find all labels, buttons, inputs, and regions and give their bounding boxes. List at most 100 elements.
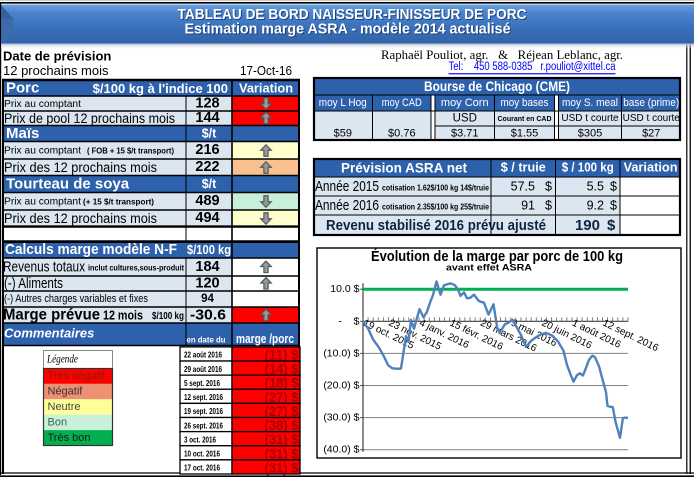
svg-text:avant effet ASRA: avant effet ASRA [446, 263, 532, 274]
svg-text:Tourteau de soya: Tourteau de soya [6, 176, 130, 193]
svg-text:(-) Autres charges variables e: (-) Autres charges variables et fixes [4, 293, 148, 305]
svg-text:$305: $305 [578, 128, 602, 140]
svg-text:(31) $: (31) $ [265, 431, 299, 447]
svg-text:Calculs marge modèle N-F: Calculs marge modèle N-F [5, 241, 177, 258]
svg-text:Prix des 12 prochains mois: Prix des 12 prochains mois [4, 211, 157, 226]
svg-text:Bon: Bon [48, 416, 68, 428]
svg-text:5.5: 5.5 [587, 180, 604, 194]
svg-text:Raphaël Pouliot, agr. & Ré: Raphaël Pouliot, agr. & Réjean Leblanc, … [381, 47, 623, 62]
svg-text:(30.0) $: (30.0) $ [323, 412, 359, 424]
svg-text:(18) $: (18) $ [265, 375, 299, 391]
svg-text:(40.0) $: (40.0) $ [323, 444, 359, 456]
svg-text:$: $ [610, 199, 617, 213]
svg-text:12 prochains mois: 12 prochains mois [3, 63, 109, 78]
svg-text:Prix au comptant: Prix au comptant [4, 98, 81, 110]
svg-text:Courant en CAD: Courant en CAD [498, 114, 553, 123]
svg-text:USD t courte: USD t courte [561, 113, 619, 124]
svg-text:9.2: 9.2 [587, 199, 604, 213]
svg-text:( FOB + 15 $/t transport): ( FOB + 15 $/t transport) [87, 147, 174, 156]
svg-text:Très bon: Très bon [48, 432, 91, 444]
svg-text:$/t: $/t [202, 127, 217, 141]
svg-text:Bourse de Chicago (CME): Bourse de Chicago (CME) [424, 78, 570, 94]
svg-text:489: 489 [195, 193, 219, 209]
svg-text:(-) Aliments: (-) Aliments [4, 275, 63, 292]
svg-text:5 sept. 2016: 5 sept. 2016 [184, 379, 220, 388]
svg-text:Porc: Porc [6, 80, 39, 97]
svg-text:(27) $: (27) $ [265, 403, 299, 419]
svg-text:91: 91 [521, 199, 535, 213]
svg-text:USD: USD [453, 113, 477, 125]
svg-text:Négatif: Négatif [48, 386, 84, 398]
svg-text:-30.6: -30.6 [190, 307, 226, 324]
svg-text:(38) $: (38) $ [265, 417, 299, 433]
svg-text:$59: $59 [334, 128, 352, 140]
svg-text:94: 94 [201, 293, 214, 305]
svg-text:moy Corn: moy Corn [441, 97, 489, 109]
svg-text:base (prime): base (prime) [623, 97, 679, 109]
svg-text:Prévision ASRA net: Prévision ASRA net [341, 160, 467, 176]
svg-text:216: 216 [195, 142, 219, 158]
svg-text:$/100 kg à l'indice 100: $/100 kg à l'indice 100 [93, 81, 228, 96]
svg-text:$ / truie: $ / truie [501, 161, 546, 175]
svg-text:Légende: Légende [46, 354, 78, 366]
svg-text:$/t: $/t [202, 177, 217, 191]
svg-text:Prix de pool 12 prochains mois: Prix de pool 12 prochains mois [4, 111, 175, 126]
svg-text:moy L Hog: moy L Hog [319, 97, 367, 109]
svg-text:inclut cultures,sous-produit: inclut cultures,sous-produit [88, 264, 184, 273]
svg-text:Estimation marge ASRA - modèle: Estimation marge ASRA - modèle 2014 actu… [185, 22, 511, 38]
svg-text:marge /porc: marge /porc [236, 332, 294, 346]
svg-text:$/100 kg: $/100 kg [187, 243, 231, 257]
svg-text:(+ 15 $/t transport): (+ 15 $/t transport) [83, 198, 154, 207]
svg-text:(31) $: (31) $ [265, 445, 299, 461]
svg-text:12 mois: 12 mois [103, 309, 143, 323]
svg-text:$1.55: $1.55 [511, 128, 539, 140]
svg-text:Estimation marge ASRA - modèle: Estimation marge ASRA - modèle 2014 actu… [186, 23, 512, 39]
svg-text:$27: $27 [642, 128, 660, 140]
svg-text:(14) $: (14) $ [265, 361, 299, 377]
svg-text:Neutre: Neutre [48, 401, 81, 413]
svg-text:144: 144 [195, 110, 219, 126]
svg-text:22 août 2016: 22 août 2016 [184, 351, 222, 360]
svg-text:120: 120 [195, 275, 219, 291]
svg-text:Année 2015: Année 2015 [315, 178, 379, 195]
svg-text:Commentaires: Commentaires [4, 326, 94, 341]
svg-text:10.0 $: 10.0 $ [330, 283, 359, 295]
svg-text:moy bases: moy bases [501, 97, 549, 109]
svg-text:Variation: Variation [239, 82, 293, 96]
svg-text:(11) $: (11) $ [265, 346, 299, 362]
svg-text:57.5: 57.5 [511, 180, 535, 194]
svg-text:Évolution de la marge par porc: Évolution de la marge par porc de 100 kg [371, 248, 623, 265]
svg-text:(27) $: (27) $ [265, 389, 299, 405]
svg-text:Prix au comptant: Prix au comptant [4, 196, 81, 208]
svg-text:$: $ [545, 180, 552, 194]
svg-text:en date du: en date du [187, 335, 226, 344]
svg-text:Tel: 450 588-0385 r.pouli: Tel: 450 588-0385 r.pouliot@xittel.ca [449, 61, 616, 73]
svg-text:(20.0) $: (20.0) $ [323, 380, 359, 392]
svg-text:cotisation 2.35$/100 kg 25$/tr: cotisation 2.35$/100 kg 25$/truie [382, 203, 489, 212]
svg-text:moy S. meal: moy S. meal [562, 97, 618, 109]
svg-text:Marge prévue: Marge prévue [3, 307, 100, 324]
svg-text:cotisation 1.62$/100 kg 14$/tr: cotisation 1.62$/100 kg 14$/truie [382, 184, 489, 193]
svg-text:$0.76: $0.76 [388, 128, 416, 140]
svg-text:10 oct. 2016: 10 oct. 2016 [184, 450, 220, 459]
svg-text:184: 184 [195, 259, 219, 275]
svg-text:19 sept. 2016: 19 sept. 2016 [184, 407, 223, 416]
svg-text:$3.71: $3.71 [451, 128, 479, 140]
svg-text:494: 494 [195, 210, 219, 226]
svg-text:$: $ [545, 199, 552, 213]
svg-text:(31) $: (31) $ [265, 459, 299, 475]
svg-text:- $: - $ [338, 315, 359, 327]
svg-text:TABLEAU DE BORD NAISSEUR-FINIS: TABLEAU DE BORD NAISSEUR-FINISSEUR DE PO… [178, 6, 527, 23]
svg-text:Prix au comptant: Prix au comptant [4, 145, 81, 157]
svg-text:Très négatif: Très négatif [48, 370, 107, 382]
svg-text:USD t courte: USD t courte [623, 113, 681, 124]
svg-text:TABLEAU DE BORD NAISSEUR-FINIS: TABLEAU DE BORD NAISSEUR-FINISSEUR DE PO… [179, 7, 528, 24]
svg-text:$/100 kg: $/100 kg [152, 310, 184, 322]
svg-text:$ / 100 kg: $ / 100 kg [562, 161, 614, 175]
svg-text:Variation: Variation [624, 161, 678, 175]
svg-text:(10.0) $: (10.0) $ [323, 347, 359, 359]
svg-text:Revenu stabilisé 2016 prévu aj: Revenu stabilisé 2016 prévu ajusté [326, 217, 546, 234]
svg-text:$: $ [610, 180, 617, 194]
svg-text:3 oct. 2016: 3 oct. 2016 [184, 435, 216, 444]
svg-text:17-Oct-16: 17-Oct-16 [240, 63, 292, 78]
